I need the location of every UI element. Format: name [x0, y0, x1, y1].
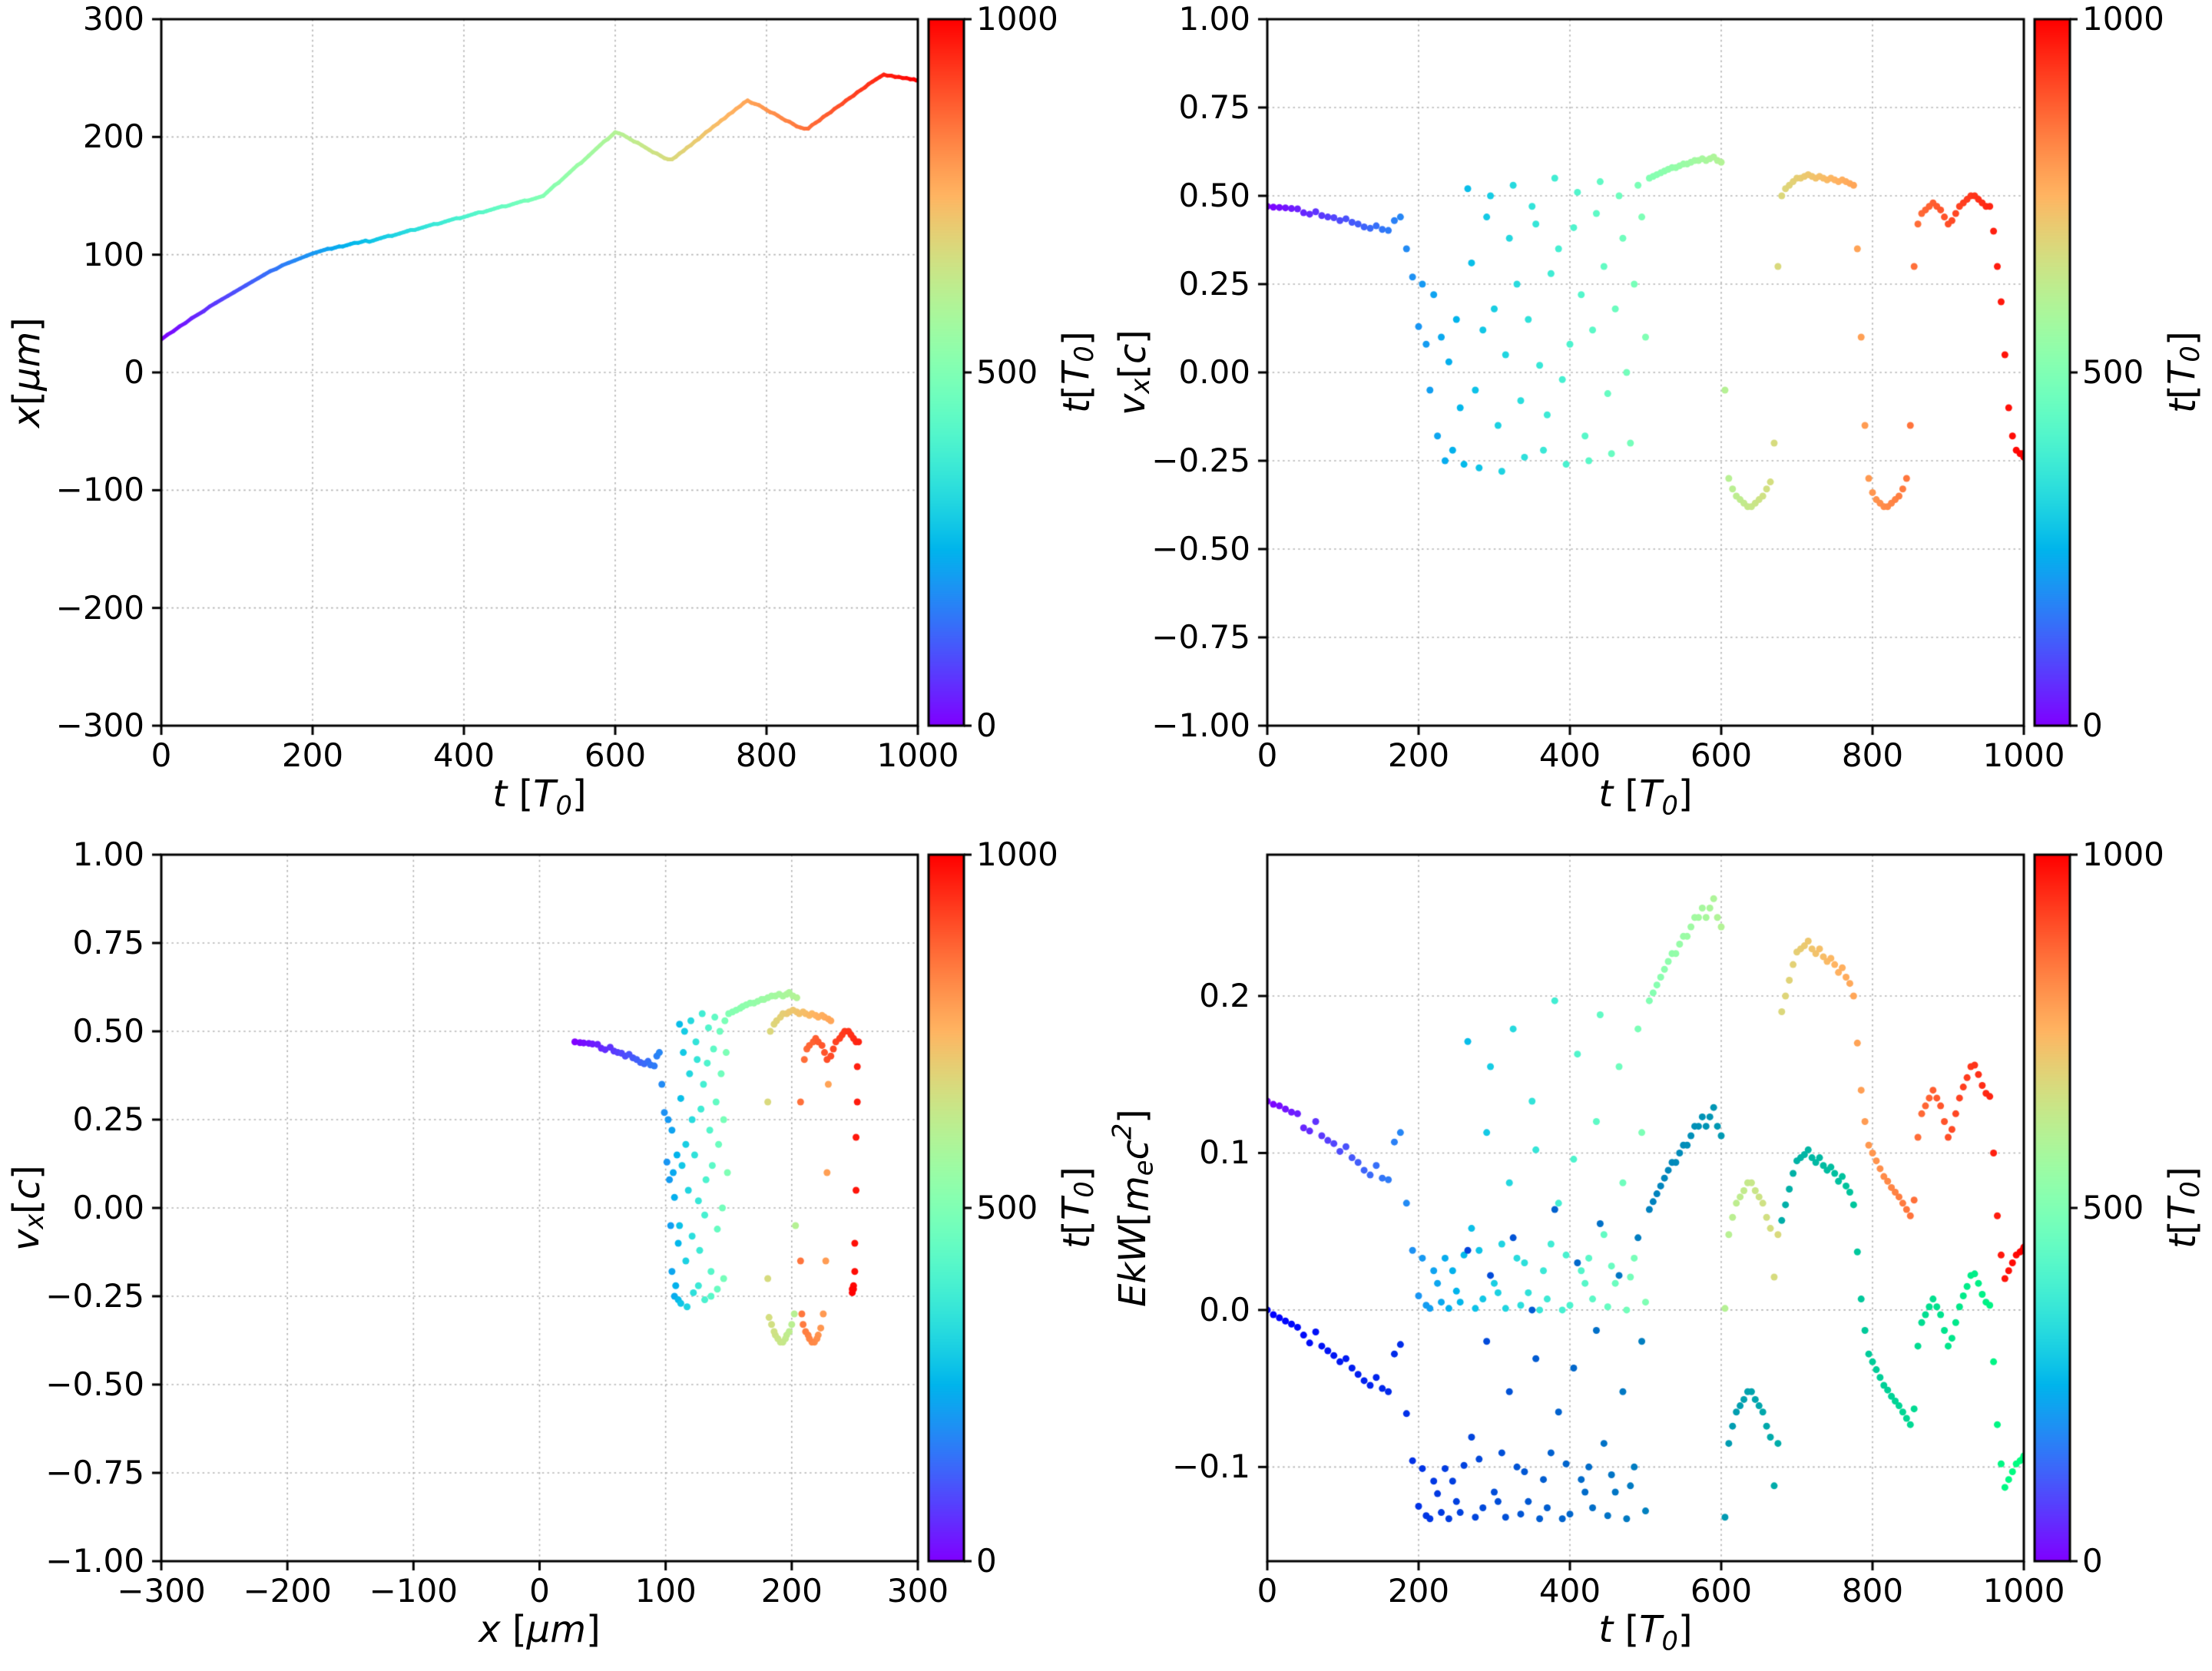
x-tick-label: 200 — [281, 736, 344, 774]
y-tick-label: −1.00 — [1151, 706, 1250, 744]
x-tick-label: 400 — [432, 736, 495, 774]
y-tick-label: 200 — [82, 117, 144, 156]
x-tick-label: 1000 — [876, 736, 959, 774]
colorbar-tick-label: 0 — [976, 1542, 997, 1580]
colorbar-label-vx-vs-x: t [T0] — [1055, 1166, 1099, 1249]
colorbar-label-x-vs-t: t [T0] — [1055, 331, 1099, 414]
x-tick-label: 300 — [886, 1572, 949, 1610]
x-tick-label: 0 — [1257, 1572, 1278, 1610]
xlabel-vx-vs-x: x [μm] — [478, 1608, 601, 1651]
colorbar-tick-label: 500 — [2082, 353, 2144, 391]
y-tick-label: 0.75 — [72, 924, 144, 961]
x-tick-label: 100 — [634, 1572, 697, 1610]
x-tick-label: 400 — [1538, 736, 1601, 774]
colorbar-tick-label: 0 — [2082, 706, 2103, 744]
colorbar-tick-label: 500 — [2082, 1189, 2144, 1226]
y-tick-label: 0.00 — [1178, 353, 1250, 391]
ylabel-vx-vs-x: vx [c] — [5, 1164, 49, 1252]
x-tick-label: 800 — [1841, 736, 1904, 774]
xlabel-vx-vs-t: t [T0] — [1598, 773, 1693, 821]
y-tick-label: −0.75 — [45, 1454, 144, 1491]
colorbar-tick-label: 500 — [976, 1189, 1038, 1226]
x-tick-label: 800 — [735, 736, 798, 774]
y-tick-label: 0.1 — [1199, 1133, 1250, 1172]
x-tick-label: 400 — [1538, 1572, 1601, 1610]
x-tick-label: 0 — [151, 736, 172, 774]
x-tick-label: 1000 — [1982, 736, 2065, 774]
x-tick-label: 800 — [1841, 1572, 1904, 1610]
y-tick-label: −0.1 — [1172, 1448, 1250, 1486]
y-tick-label: −100 — [55, 471, 144, 509]
colorbar-tick-label: 1000 — [976, 0, 1058, 38]
x-tick-label: 600 — [1690, 736, 1753, 774]
x-tick-label: 0 — [1257, 736, 1278, 774]
x-tick-label: 0 — [529, 1572, 550, 1610]
x-tick-label: −300 — [117, 1572, 206, 1610]
colorbar-tick-label: 1000 — [2082, 0, 2164, 38]
x-tick-label: 600 — [1690, 1572, 1753, 1610]
y-tick-label: −0.50 — [45, 1365, 144, 1403]
y-tick-label: 1.00 — [1178, 0, 1250, 38]
ylabel-ekw-vs-t: Ek W [mec2] — [1107, 1108, 1159, 1308]
canvas-vx-vs-x — [0, 836, 1106, 1671]
colorbar-tick-label: 0 — [2082, 1542, 2103, 1580]
subplot-vx-vs-t: t [T0] vx [c] t [T0] 0 200 400 600 800 1000 −1… — [1106, 0, 2212, 836]
y-tick-label: 0.25 — [1178, 265, 1250, 303]
colorbar-tick-label: 500 — [976, 353, 1038, 391]
x-tick-label: 200 — [1387, 736, 1450, 774]
x-tick-label: −200 — [243, 1572, 332, 1610]
y-tick-label: 0.25 — [72, 1100, 144, 1138]
y-tick-label: 100 — [82, 235, 144, 273]
y-tick-label: 0.0 — [1199, 1290, 1250, 1329]
y-tick-label: 1.00 — [72, 836, 144, 873]
x-tick-label: 200 — [1387, 1572, 1450, 1610]
y-tick-label: −0.25 — [45, 1277, 144, 1315]
colorbar-tick-label: 0 — [976, 706, 997, 744]
colorbar-label-ekw-vs-t: t [T0] — [2161, 1166, 2205, 1249]
x-tick-label: 1000 — [1982, 1572, 2065, 1610]
xlabel-ekw-vs-t: t [T0] — [1598, 1608, 1693, 1656]
canvas-ekw-vs-t — [1106, 836, 2212, 1671]
subplot-x-vs-t: t [T0] x [μm] t [T0] 0 200 400 600 800 1000 −3… — [0, 0, 1106, 836]
canvas-x-vs-t — [0, 0, 1106, 836]
canvas-vx-vs-t — [1106, 0, 2212, 836]
colorbar-tick-label: 1000 — [2082, 836, 2164, 873]
y-tick-label: −1.00 — [45, 1542, 144, 1580]
y-tick-label: −0.75 — [1151, 618, 1250, 656]
y-tick-label: 300 — [82, 0, 144, 38]
ylabel-vx-vs-t: vx [c] — [1111, 329, 1155, 416]
colorbar-tick-label: 1000 — [976, 836, 1058, 873]
x-tick-label: 600 — [584, 736, 647, 774]
y-tick-label: 0.00 — [72, 1189, 144, 1226]
y-tick-label: −300 — [55, 706, 144, 744]
y-tick-label: 0.75 — [1178, 88, 1250, 126]
colorbar-label-vx-vs-t: t [T0] — [2161, 331, 2205, 414]
y-tick-label: −200 — [55, 588, 144, 627]
y-tick-label: 0 — [124, 353, 144, 391]
x-tick-label: 200 — [760, 1572, 823, 1610]
subplot-ekw-vs-t: t [T0] Ek W [mec2] t [T0] 0 200 400 600 800 1… — [1106, 836, 2212, 1671]
xlabel-x-vs-t: t [T0] — [492, 773, 587, 821]
ylabel-x-vs-t: x [μm] — [5, 317, 48, 428]
y-tick-label: −0.25 — [1151, 442, 1250, 479]
y-tick-label: −0.50 — [1151, 530, 1250, 567]
x-tick-label: −100 — [369, 1572, 459, 1610]
y-tick-label: 0.2 — [1199, 977, 1250, 1014]
y-tick-label: 0.50 — [72, 1012, 144, 1050]
subplot-vx-vs-x: x [μm] vx [c] t [T0] −300 −200 −100 0 100 200… — [0, 836, 1106, 1671]
y-tick-label: 0.50 — [1178, 177, 1250, 214]
